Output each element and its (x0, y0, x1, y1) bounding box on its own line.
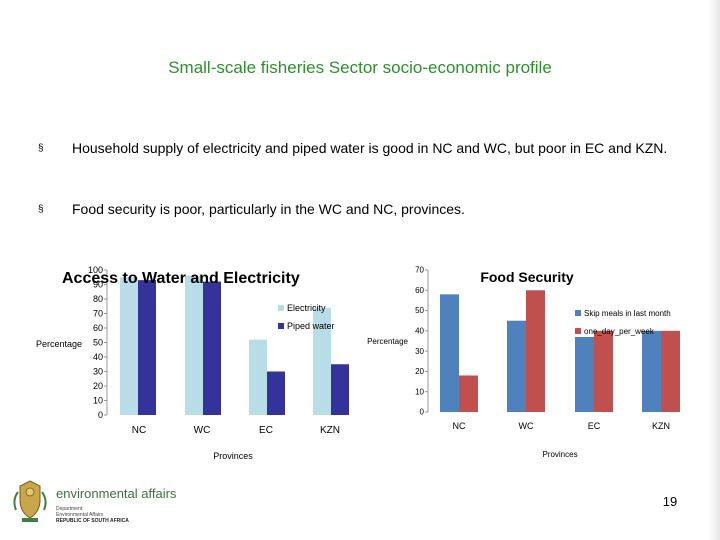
chart-title: Access to Water and Electricity (62, 270, 300, 287)
page-edge-shading (708, 0, 720, 540)
x-tick-label: NC (132, 425, 146, 436)
bar-nc-series-1 (459, 375, 478, 412)
bullet-item: § Food security is poor, particularly in… (38, 194, 678, 225)
y-tick-label: 60 (415, 286, 424, 295)
bar-kzn-series-0 (642, 330, 661, 412)
bar-ec-series-1 (267, 371, 285, 415)
y-tick-label: 0 (420, 408, 425, 417)
x-tick-label: KZN (652, 421, 670, 431)
x-tick-label: WC (194, 425, 211, 436)
bullet-text: Food security is poor, particularly in t… (72, 201, 465, 217)
bullet-text: Household supply of electricity and pipe… (72, 140, 668, 156)
bar-wc-series-1 (526, 290, 545, 412)
y-tick-label: 50 (93, 338, 103, 348)
x-axis-title: Provinces (213, 451, 253, 461)
coat-of-arms-icon (13, 480, 47, 522)
y-tick-label: 70 (93, 309, 103, 319)
legend-swatch (278, 323, 284, 329)
bar-ec-series-0 (575, 336, 594, 412)
y-tick-label: 50 (415, 306, 424, 315)
bar-nc-series-0 (440, 294, 459, 412)
y-tick-label: 0 (98, 410, 103, 420)
bar-kzn-series-0 (313, 307, 331, 415)
chart-title: Food Security (480, 269, 574, 285)
legend-swatch (575, 310, 581, 316)
legend-label: one_day_per_week (584, 327, 655, 336)
bar-kzn-series-1 (661, 330, 680, 412)
logo-name: environmental affairs (56, 486, 177, 501)
water-electricity-chart: 0 10 20 30 40 50 60 70 80 90 100 NC WC EC KZN Electrici… (36, 265, 349, 461)
logo-country: REPUBLIC OF SOUTH AFRICA (56, 518, 129, 524)
page-number: 19 (662, 494, 678, 509)
bar-ec-series-1 (594, 330, 613, 412)
y-tick-label: 20 (415, 367, 424, 376)
x-tick-label: KZN (320, 425, 340, 436)
y-tick-label: 30 (93, 367, 103, 377)
x-tick-label: EC (259, 425, 273, 436)
y-tick-label: 80 (93, 294, 103, 304)
bar-wc-series-0 (507, 320, 526, 412)
slide-title: Small-scale fisheries Sector socio-econo… (168, 58, 552, 77)
legend-swatch (278, 305, 284, 311)
bullet-item: § Household supply of electricity and pi… (38, 133, 678, 195)
environmental-affairs-logo: environmental affairs Department: Enviro… (10, 478, 180, 528)
y-tick-label: 40 (415, 327, 424, 336)
y-tick-label: 10 (415, 387, 424, 396)
bar-wc-series-1 (203, 281, 221, 415)
x-tick-label: WC (519, 421, 534, 431)
x-axis-title: Provinces (542, 450, 577, 459)
logo-department-name: Environmental Affairs (56, 512, 104, 518)
food-security-chart: 0 10 20 30 40 50 60 70 NC WC EC KZN Skip meals in la… (367, 266, 680, 459)
bar-ec-series-0 (249, 339, 267, 415)
x-tick-label: NC (453, 421, 466, 431)
x-tick-label: EC (588, 421, 601, 431)
y-tick-label: 100 (88, 265, 103, 275)
legend-label: Electricity (287, 303, 326, 313)
y-tick-label: 60 (93, 323, 103, 333)
y-tick-label: 90 (93, 280, 103, 290)
legend-label: Skip meals in last month (584, 309, 671, 318)
bullet-marker: § (38, 143, 44, 154)
legend-label: Piped water (287, 321, 335, 331)
y-axis-title: Percentage (367, 337, 408, 346)
y-tick-label: 10 (93, 396, 103, 406)
legend-swatch (575, 328, 581, 334)
y-axis-title: Percentage (36, 339, 82, 349)
y-tick-label: 20 (93, 381, 103, 391)
y-tick-label: 30 (415, 347, 424, 356)
bar-nc-series-1 (138, 280, 156, 415)
bar-wc-series-0 (185, 275, 203, 415)
bar-nc-series-0 (120, 277, 138, 415)
y-tick-label: 40 (93, 352, 103, 362)
bar-kzn-series-1 (331, 364, 349, 415)
y-tick-label: 70 (415, 266, 424, 275)
logo-department-label: Department: (56, 506, 84, 512)
bullet-marker: § (38, 204, 44, 215)
